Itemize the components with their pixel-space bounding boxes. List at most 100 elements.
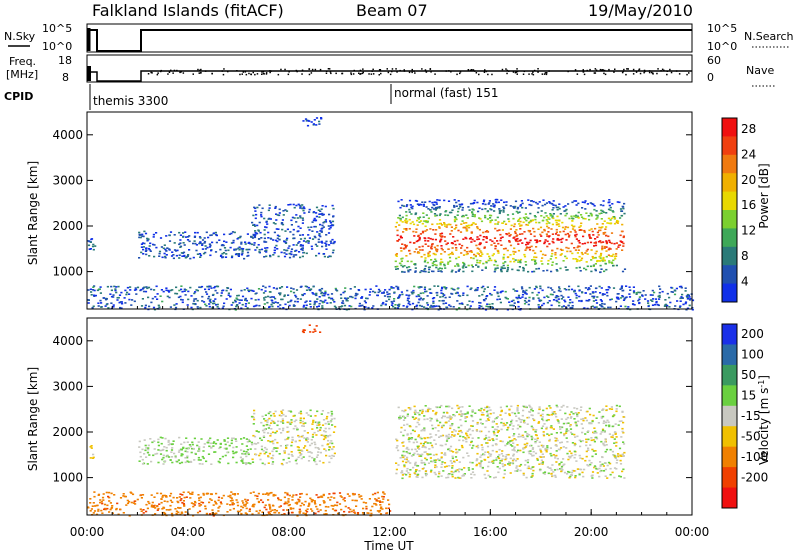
power-cell [450,253,452,255]
power-cell [493,253,495,255]
freq-dot [360,73,362,75]
power-cell [672,291,674,293]
power-cell [568,218,570,220]
power-cell [580,214,582,216]
power-cell [543,217,545,219]
vel-cell [475,465,477,467]
power-cell [223,306,225,308]
vel-cell [441,417,443,419]
vel-cell [291,439,293,441]
power-cell [325,248,327,250]
vel-cell [411,455,413,457]
vel-cell [306,437,308,439]
freq-label: Freq. [9,55,36,68]
power-cell [444,225,446,227]
vel-cell [484,459,486,461]
freq-dot [157,74,159,76]
vel-cell [542,445,544,447]
power-cell [91,294,93,296]
vel-cell [398,417,400,419]
power-cell [528,222,530,224]
power-cell [324,256,326,258]
power-cell [559,231,561,233]
power-cell [206,293,208,295]
vel-cell [455,449,457,451]
power-cell [522,294,524,296]
power-cell [145,291,147,293]
vel-cell [491,438,493,440]
vel-cell [612,472,614,474]
vel-cell [501,411,503,413]
freq-dot [533,74,535,76]
vel-cell [275,411,277,413]
power-cell [535,246,537,248]
vel-cell [257,442,259,444]
vel-cell [605,425,607,427]
power-cell [443,303,445,305]
power-cell [192,243,194,245]
vel-cell [569,451,571,453]
power-cell [597,215,599,217]
vel-cell [445,477,447,479]
vel-cell [499,449,501,451]
vel-cell [476,453,478,455]
vel-cell [488,461,490,463]
power-cell [397,217,399,219]
power-cell [600,299,602,301]
vel-cell [570,474,572,476]
power-cell [547,231,549,233]
vel-cell [574,454,576,456]
power-cell [571,302,573,304]
freq-dot [517,73,519,75]
power-cell [275,245,277,247]
power-cell [627,306,629,308]
vel-cell [603,422,605,424]
power-cell [457,214,459,216]
power-cell [674,290,676,292]
vel-cell [541,428,543,430]
vel-cell [261,449,263,451]
colorbar-segment [722,118,737,137]
power-cell [409,253,411,255]
freq-dot [671,72,673,74]
power-cell [594,257,596,259]
power-cell [223,234,225,236]
power-cell [458,307,460,309]
vel-cell [317,447,319,449]
vel-cell [492,421,494,423]
vel-cell [613,442,615,444]
vel-cell [535,453,537,455]
power-cell [538,268,540,270]
power-cell [241,253,243,255]
vel-cell [566,428,568,430]
power-cell [488,260,490,262]
vel-cell [485,477,487,479]
power-cell [378,289,380,291]
vel-cell [418,424,420,426]
vel-cell [220,443,222,445]
power-cell [514,223,516,225]
power-cell [361,297,363,299]
power-cell [245,243,247,245]
vel-cell [510,444,512,446]
power-cell [444,240,446,242]
vel-cell [576,408,578,410]
vel-cell [420,455,422,457]
power-cell [497,243,499,245]
power-cell [197,300,199,302]
vel-cell [219,446,221,448]
power-cell [489,217,491,219]
power-cell [303,252,305,254]
vel-cell [422,468,424,470]
vel-cell [560,447,562,449]
vel-cell [291,442,293,444]
freq-dot [605,74,607,76]
power-cell [577,286,579,288]
power-cell [529,213,531,215]
power-cell [227,250,229,252]
vel-cell [526,443,528,445]
vel-cell [282,414,284,416]
vel-cell [556,450,558,452]
vel-cell [180,443,182,445]
power-cell [419,272,421,274]
